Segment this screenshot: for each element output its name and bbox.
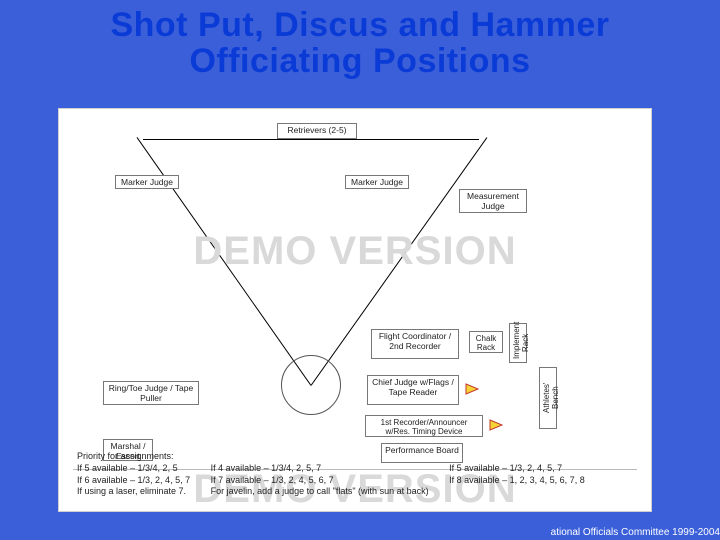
priority-heading: Priority for assignments: [77, 451, 603, 462]
chief-judge: Chief Judge w/Flags / Tape Reader [367, 375, 459, 405]
ring-toe-judge: Ring/Toe Judge / Tape Puller [103, 381, 199, 405]
first-recorder: 1st Recorder/Announcer w/Res. Timing Dev… [365, 415, 483, 437]
priority-line: If 6 available – 1/3, 2, 4, 5, 7 [77, 475, 190, 486]
throwing-circle [281, 355, 341, 415]
priority-line: If 7 available – 1/3, 2, 4, 5, 6, 7 [211, 475, 429, 486]
priority-line: If 5 available – 1/3, 2, 4, 5, 7 [449, 463, 585, 474]
priority-line: If using a laser, eliminate 7. [77, 486, 190, 497]
flag-icon [489, 419, 501, 429]
priority-line: If 8 available – 1, 2, 3, 4, 5, 6, 7, 8 [449, 475, 585, 486]
page-title: Shot Put, Discus and Hammer Officiating … [0, 0, 720, 83]
retrievers-box: Retrievers (2-5) [277, 123, 357, 139]
marker-judge-left: Marker Judge [115, 175, 179, 189]
priority-col-1: If 5 available – 1/3/4, 2, 5 If 6 availa… [77, 463, 190, 497]
priority-col-2: If 4 available – 1/3/4, 2, 5, 7 If 7 ava… [211, 463, 429, 497]
priority-col-3: If 5 available – 1/3, 2, 4, 5, 7 If 8 av… [449, 463, 585, 486]
priority-line: If 4 available – 1/3/4, 2, 5, 7 [211, 463, 429, 474]
watermark-1: DEMO VERSION [67, 229, 643, 274]
diagram-canvas: DEMO VERSION DEMO VERSION Retrievers (2-… [58, 108, 652, 512]
chalk-rack: Chalk Rack [469, 331, 503, 353]
sector-top-line [143, 139, 479, 140]
priority-line: For javelin, add a judge to call "flats"… [211, 486, 429, 497]
priority-line: If 5 available – 1/3/4, 2, 5 [77, 463, 190, 474]
footer-credit: ational Officials Committee 1999-2004 [551, 527, 720, 538]
diagram-inner: DEMO VERSION DEMO VERSION Retrievers (2-… [67, 117, 643, 503]
athletes-bench: Athletes' Bench [539, 367, 557, 429]
measurement-judge: Measurement Judge [459, 189, 527, 213]
marker-judge-right: Marker Judge [345, 175, 409, 189]
flight-coordinator: Flight Coordinator / 2nd Recorder [371, 329, 459, 359]
priority-block: Priority for assignments: If 5 available… [77, 451, 603, 497]
flag-icon [465, 383, 477, 393]
implement-rack: Implement Rack [509, 323, 527, 363]
